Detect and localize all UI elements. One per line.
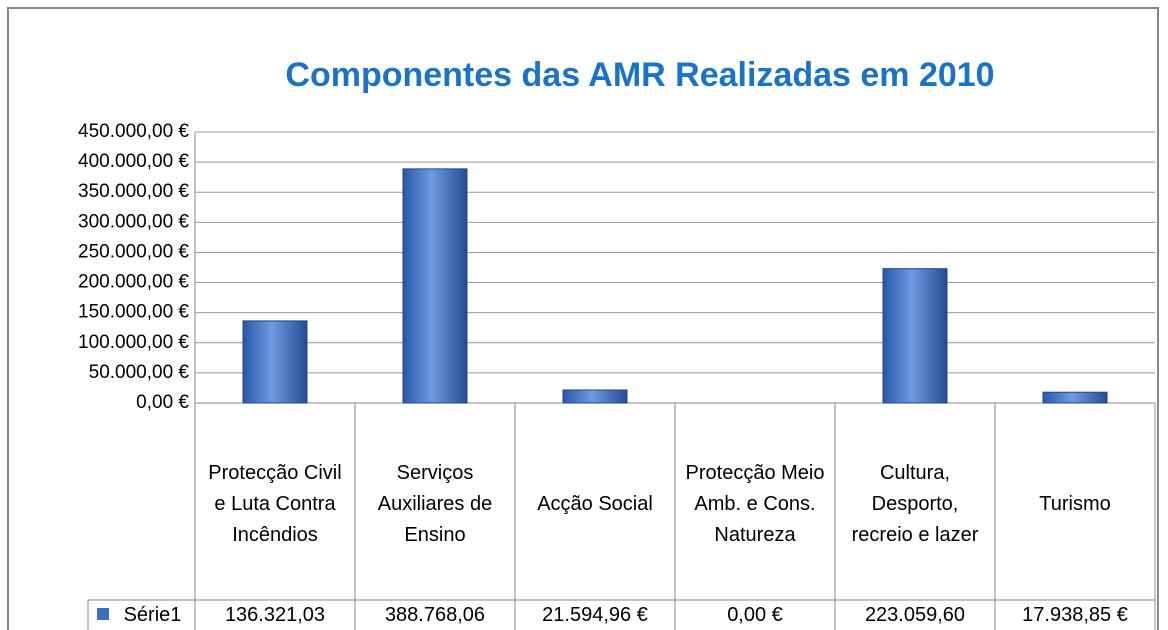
y-tick-label: 50.000,00 € [89, 362, 190, 383]
y-tick-label: 400.000,00 € [78, 151, 189, 172]
value-label: 223.059,60 [864, 603, 966, 626]
value-label: 17.938,85 € [1022, 603, 1128, 626]
y-tick-label: 100.000,00 € [78, 332, 189, 353]
value-label: 0,00 € [727, 603, 783, 626]
y-tick-label: 150.000,00 € [78, 302, 189, 323]
y-tick-label: 300.000,00 € [78, 211, 189, 232]
category-label: Acção Social [537, 492, 653, 515]
bar [882, 268, 948, 404]
category-label: Turismo [1039, 492, 1111, 515]
category-label: Protecção Civil e Luta Contra Incêndios [208, 461, 342, 546]
y-tick-label: 450.000,00 € [78, 121, 189, 142]
value-label: 136.321,03 [224, 603, 326, 626]
chart-frame [7, 7, 1159, 630]
y-tick-label: 350.000,00 € [78, 181, 189, 202]
category-label: Cultura, Desporto, recreio e lazer [851, 461, 979, 546]
bar [562, 389, 628, 404]
bar [402, 168, 468, 404]
bar [242, 320, 308, 404]
y-tick-label: 200.000,00 € [78, 272, 189, 293]
category-label: Protecção Meio Amb. e Cons. Natureza [685, 461, 825, 546]
value-label: 388.768,06 [384, 603, 486, 626]
legend-key [97, 608, 109, 620]
value-label: 21.594,96 € [542, 603, 648, 626]
bar [1042, 391, 1108, 404]
y-tick-label: 0,00 € [136, 392, 189, 413]
y-tick-label: 250.000,00 € [78, 241, 189, 262]
chart-title: Componentes das AMR Realizadas em 2010 [285, 56, 994, 94]
legend-label: Série1 [123, 603, 182, 626]
category-label: Serviços Auxiliares de Ensino [377, 461, 493, 546]
